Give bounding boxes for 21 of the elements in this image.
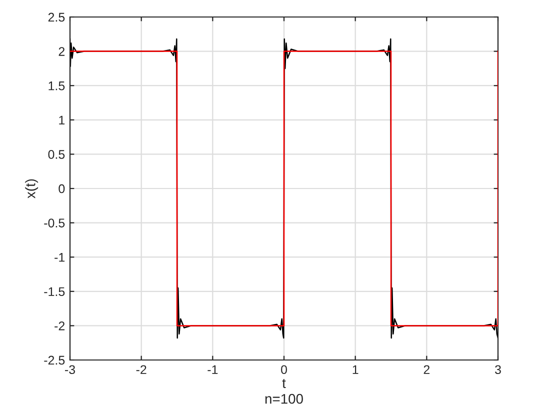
x-tick-label: 2 bbox=[424, 365, 430, 374]
x-tick-label: -2 bbox=[136, 365, 146, 374]
y-tick-label: -2 bbox=[54, 322, 65, 330]
x-tick-label: -3 bbox=[65, 365, 76, 374]
y-tick-label: -0.5 bbox=[44, 218, 65, 228]
x-axis-title: t bbox=[282, 378, 286, 388]
y-tick-label: -1 bbox=[54, 253, 65, 262]
y-tick-label: 0.5 bbox=[48, 150, 65, 159]
x-tick-label: 0 bbox=[281, 365, 287, 374]
y-tick-label: 2 bbox=[58, 47, 65, 56]
y-tick-label: 1.5 bbox=[48, 82, 65, 90]
x-tick-label: 3 bbox=[495, 365, 501, 374]
y-tick-label: 2.5 bbox=[48, 12, 65, 22]
y-tick-label: -1.5 bbox=[44, 287, 65, 296]
y-tick-label: 1 bbox=[59, 116, 65, 124]
y-tick-label: 0 bbox=[58, 184, 65, 194]
text: n=100 bbox=[265, 394, 303, 404]
y-tick-label: -2.5 bbox=[44, 356, 65, 365]
x-tick-label: -1 bbox=[208, 365, 218, 374]
x-tick-label: 1 bbox=[352, 365, 358, 374]
y-axis-title: x(t) bbox=[25, 179, 38, 198]
